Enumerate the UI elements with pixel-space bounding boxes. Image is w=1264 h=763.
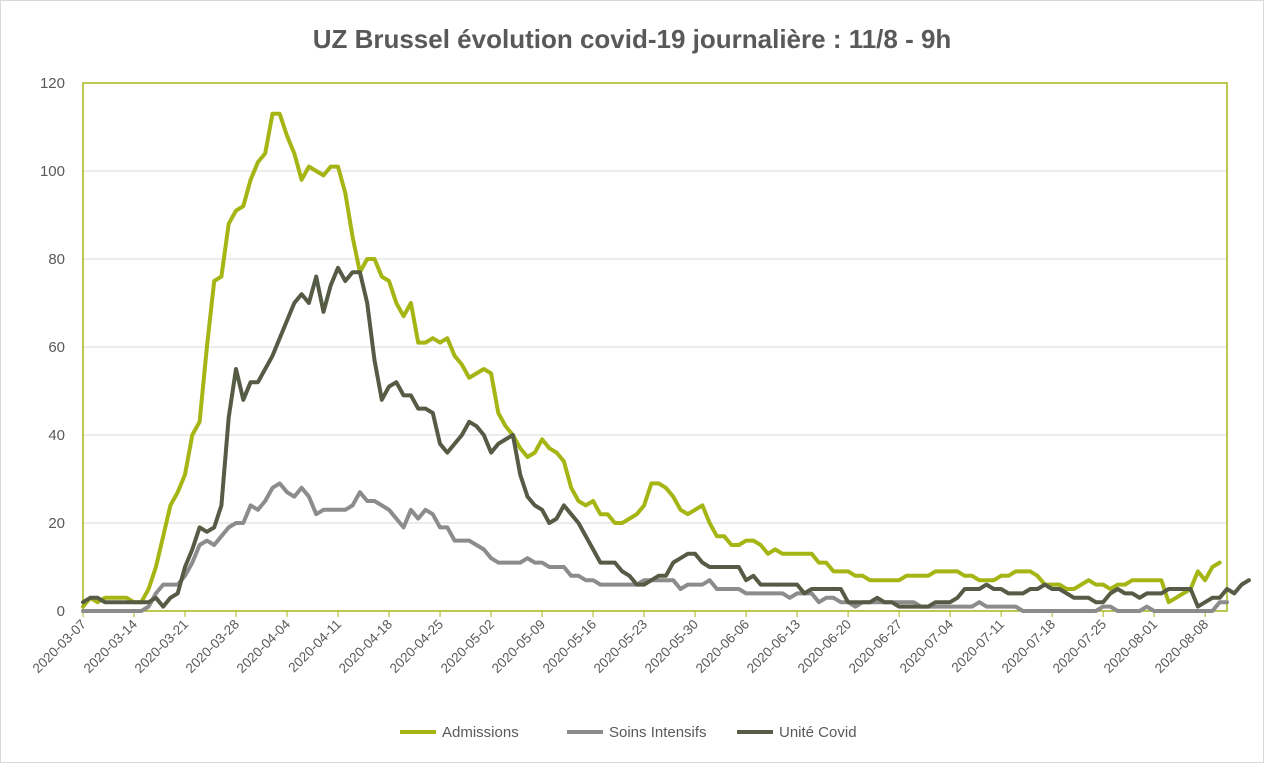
x-tick-label: 2020-05-16	[540, 617, 599, 676]
x-tick-label: 2020-07-04	[897, 616, 957, 676]
x-tick-label: 2020-06-06	[693, 617, 752, 676]
y-tick-label: 40	[48, 427, 65, 444]
x-tick-label: 2020-07-18	[999, 617, 1058, 676]
x-tick-label: 2020-08-01	[1101, 617, 1160, 676]
x-tick-label: 2020-07-25	[1050, 617, 1109, 676]
plot-area-border	[82, 82, 1228, 612]
x-tick-label: 2020-03-21	[132, 617, 191, 676]
x-tick-label: 2020-05-30	[642, 617, 701, 676]
x-tick-label: 2020-04-18	[336, 617, 395, 676]
x-tick-label: 2020-03-14	[81, 616, 141, 676]
series-line-admissions	[81, 111, 1222, 609]
gridlines	[83, 170, 1227, 524]
x-tick-label: 2020-08-08	[1152, 617, 1211, 676]
x-tick-label: 2020-04-04	[234, 616, 294, 676]
y-tick-label: 0	[57, 603, 65, 620]
y-tick-label: 80	[48, 251, 65, 268]
x-tick-label: 2020-06-27	[846, 617, 905, 676]
y-tick-label: 20	[48, 515, 65, 532]
legend-label: Unité Covid	[779, 724, 857, 741]
x-tick-label: 2020-06-20	[795, 617, 854, 676]
y-tick-label: 100	[40, 163, 65, 180]
x-tick-label: 2020-05-02	[438, 617, 497, 676]
x-tick-label: 2020-03-28	[183, 617, 242, 676]
x-tick-label: 2020-07-11	[949, 617, 1008, 676]
y-tick-label: 120	[40, 75, 65, 92]
legend-label: Admissions	[442, 724, 519, 741]
series-lines	[81, 111, 1251, 613]
x-tick-label: 2020-05-09	[489, 617, 548, 676]
legend: Admissions Soins Intensifs Unité Covid	[400, 724, 857, 741]
chart-title: UZ Brussel évolution covid-19 journalièr…	[312, 24, 952, 54]
x-tick-label: 2020-06-13	[744, 617, 803, 676]
legend-label: Soins Intensifs	[609, 724, 707, 741]
x-tick-label: 2020-05-23	[591, 617, 650, 676]
x-tick-label: 2020-03-07	[30, 617, 89, 676]
series-line-unit-covid	[81, 265, 1251, 609]
series-line-soins-intensifs	[81, 481, 1229, 613]
y-tick-label: 60	[48, 339, 65, 356]
x-axis: 2020-03-072020-03-142020-03-212020-03-28…	[30, 611, 1211, 676]
x-tick-label: 2020-04-25	[387, 617, 446, 676]
y-axis: 0 20 40 60 80 100 120	[40, 75, 65, 620]
x-tick-label: 2020-04-11	[285, 617, 344, 676]
